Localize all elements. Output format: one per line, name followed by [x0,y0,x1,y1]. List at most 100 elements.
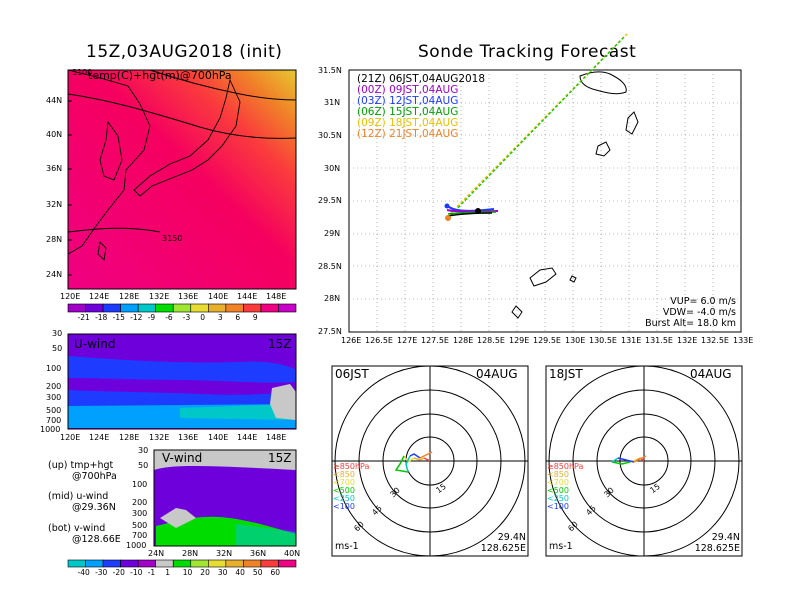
landing-point [475,208,481,214]
p-tick: 300 [132,509,148,518]
p-tick: 1000 [126,541,147,550]
uwind-figure [67,333,297,430]
lon-tick: 133E [733,336,754,345]
lon-tick: 132E [149,433,170,442]
colorbar-label: 0 [200,313,206,322]
map-area [67,69,297,290]
colorbar-label: -9 [147,313,156,322]
lon-tick: 128E [453,336,474,345]
hodo-trace [394,455,409,473]
lon-tick: 130.5E [589,336,617,345]
island-outline [595,141,611,157]
lat-tick: 40N [284,549,301,558]
lat-tick: 24N [148,549,165,558]
descent-track [446,209,499,213]
tracking-param: VUP= 6.0 m/s [670,296,736,307]
colorbar-label: 50 [252,568,263,577]
lon-tick: 126.5E [365,336,393,345]
vwind-figure [67,449,297,568]
colorbar-label: -40 [77,568,90,577]
colorbar-label: -6 [165,313,173,322]
p-tick: 100 [46,364,62,373]
hodo-trace [413,457,425,461]
lon-tick: 127.5E [421,336,449,345]
p-tick: 1000 [40,425,61,434]
lon-tick: 127E [397,336,418,345]
lat-tick: 28N [324,294,341,303]
hodo-time: 18JST [549,367,583,381]
map-title: 15Z,03AUG2018 (init) [86,42,283,62]
lon-tick: 132E [677,336,698,345]
height-contour [149,69,297,101]
p-tick: 50 [138,461,149,470]
note-sub: @128.66E [72,534,121,545]
lon-tick: 136E [178,292,199,301]
uwind-title: U-wind [74,337,116,351]
hodo-legend-entry: <700 [547,478,569,487]
p-tick: 700 [46,416,62,425]
temp-colorbar [67,303,297,313]
height-contour [67,93,297,139]
hodo-legend-entry: <500 [333,486,355,495]
note-label: (bot) v-wind [48,523,106,534]
lon-tick: 124E [89,433,110,442]
lon-tick: 128.5E [477,336,505,345]
p-tick: 200 [132,498,148,507]
hodo-legend-entry: <100 [333,502,355,511]
tracking-entry: (21Z) 06JST,04AUG2018 [357,73,486,85]
hodo-trace [635,457,641,461]
lat-tick: 29.5N [318,196,342,205]
lat-tick: 24N [46,270,63,279]
hodo-legend-entry: <250 [333,494,355,503]
island-outline [529,267,557,287]
coastline-korea [99,120,123,181]
colorbar-label: 60 [270,568,280,577]
lat-tick: 30.5N [318,131,342,140]
vwind-title: V-wind [162,451,203,465]
hodo-trace [617,457,635,463]
contour-label: 3150 [162,234,183,243]
hodo-lat: 29.4N [497,532,526,543]
island-outline [511,305,523,319]
lat-tick: 36N [250,549,267,558]
lat-tick: 31N [324,98,341,107]
hodograph-right [545,365,743,557]
lon-tick: 128E [119,292,140,301]
lat-tick: 28N [46,235,63,244]
lon-tick: 136E [178,433,199,442]
tracking-title: Sonde Tracking Forecast [418,42,637,62]
p-tick: 30 [138,446,149,455]
colorbar-label: 1 [165,568,170,577]
lon-tick: 144E [237,292,258,301]
lat-tick: 36N [46,164,63,173]
wind-colorbar [67,559,297,568]
lat-tick: 28N [182,549,199,558]
descent-track [447,212,493,217]
hodo-legend-entry: <850 [547,470,569,479]
hodo-trace [633,455,647,463]
lon-tick: 132E [149,292,170,301]
lon-tick: 120E [60,433,81,442]
hodo-lon: 128.625E [480,543,526,554]
hodo-date: 04AUG [690,367,732,381]
note-label: (mid) u-wind [48,491,109,502]
note-label: (up) tmp+hgt [48,460,114,471]
lon-tick: 148E [266,292,287,301]
hodo-trace [423,457,431,462]
hodo-lon: 128.625E [694,543,740,554]
colorbar-label: -30 [95,568,108,577]
colorbar-label: -12 [130,313,143,322]
lon-tick: 120E [60,292,81,301]
hodo-unit: ms-1 [335,541,359,552]
lon-tick: 129.5E [533,336,561,345]
hodo-lat: 29.4N [711,532,740,543]
note-sub: @700hPa [72,471,117,482]
p-tick: 50 [52,344,63,353]
colorbar-swatch [278,559,297,568]
colorbar-label: -3 [182,313,191,322]
lon-tick: 124E [89,292,110,301]
coastline-japan [133,78,241,197]
lon-tick: 128E [119,433,140,442]
